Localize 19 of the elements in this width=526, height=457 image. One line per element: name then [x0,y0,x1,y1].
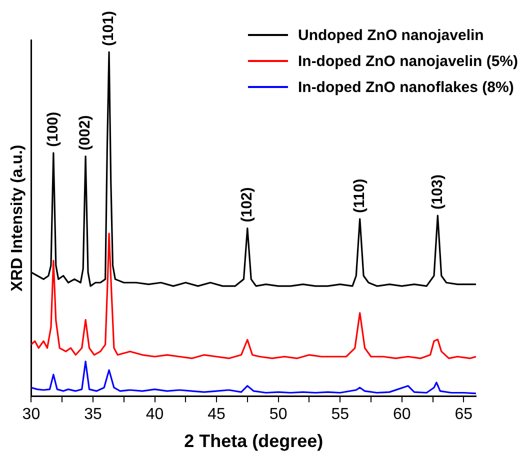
x-tick-label: 40 [146,406,164,424]
annotation: (002) [76,115,94,150]
legend-label: In-doped ZnO nanojavelin (5%) [298,52,518,70]
x-tick-label: 30 [22,406,40,424]
x-tick-label: 55 [331,406,350,424]
x-tick-label: 45 [208,406,226,424]
annotation: (103) [428,174,446,210]
x-tick-label: 35 [84,406,102,424]
x-tick-label: 65 [454,406,473,424]
annotation: (100) [44,112,62,147]
y-axis-title: XRD Intensity (a.u.) [9,144,26,292]
x-axis-title: 2 Theta (degree) [184,431,324,452]
legend-label: Undoped ZnO nanojavelin [298,26,484,44]
x-tick-label: 50 [269,406,288,424]
annotation: (101) [100,11,118,46]
x-tick-label: 60 [392,406,411,424]
annotation: (110) [351,178,368,213]
annotation: (102) [238,187,256,222]
legend-label: In-doped ZnO nanoflakes (8%) [298,78,514,96]
